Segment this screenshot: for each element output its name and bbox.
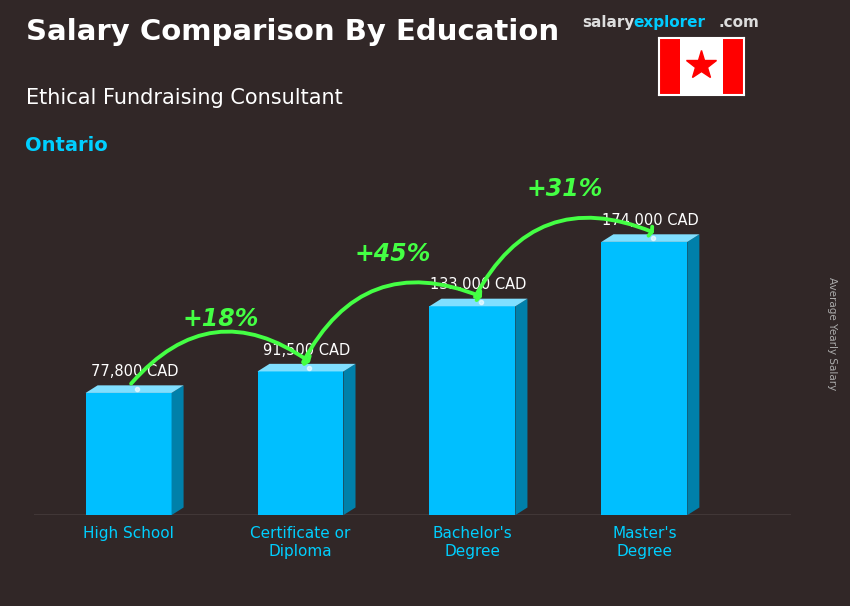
Text: Ethical Fundraising Consultant: Ethical Fundraising Consultant bbox=[26, 88, 343, 108]
Polygon shape bbox=[601, 235, 700, 242]
Polygon shape bbox=[343, 364, 355, 515]
Text: +45%: +45% bbox=[354, 242, 431, 266]
Bar bbox=[722, 38, 744, 95]
Bar bbox=[659, 38, 680, 95]
Bar bbox=[86, 393, 172, 515]
Text: Ontario: Ontario bbox=[26, 136, 108, 155]
Polygon shape bbox=[429, 299, 528, 306]
Text: 77,800 CAD: 77,800 CAD bbox=[91, 364, 178, 379]
Text: 91,500 CAD: 91,500 CAD bbox=[263, 342, 350, 358]
Bar bbox=[429, 306, 515, 515]
Text: Salary Comparison By Education: Salary Comparison By Education bbox=[26, 18, 558, 46]
Text: salary: salary bbox=[582, 15, 635, 30]
Text: +31%: +31% bbox=[526, 178, 603, 201]
Polygon shape bbox=[515, 299, 528, 515]
Text: 133,000 CAD: 133,000 CAD bbox=[430, 278, 527, 293]
Polygon shape bbox=[688, 235, 700, 515]
Bar bbox=[601, 242, 688, 515]
Text: explorer: explorer bbox=[633, 15, 706, 30]
Text: 174,000 CAD: 174,000 CAD bbox=[602, 213, 699, 228]
Text: +18%: +18% bbox=[183, 307, 258, 331]
Text: .com: .com bbox=[718, 15, 759, 30]
Polygon shape bbox=[86, 385, 184, 393]
Polygon shape bbox=[172, 385, 184, 515]
Bar bbox=[258, 371, 343, 515]
Text: Average Yearly Salary: Average Yearly Salary bbox=[827, 277, 837, 390]
Polygon shape bbox=[258, 364, 355, 371]
